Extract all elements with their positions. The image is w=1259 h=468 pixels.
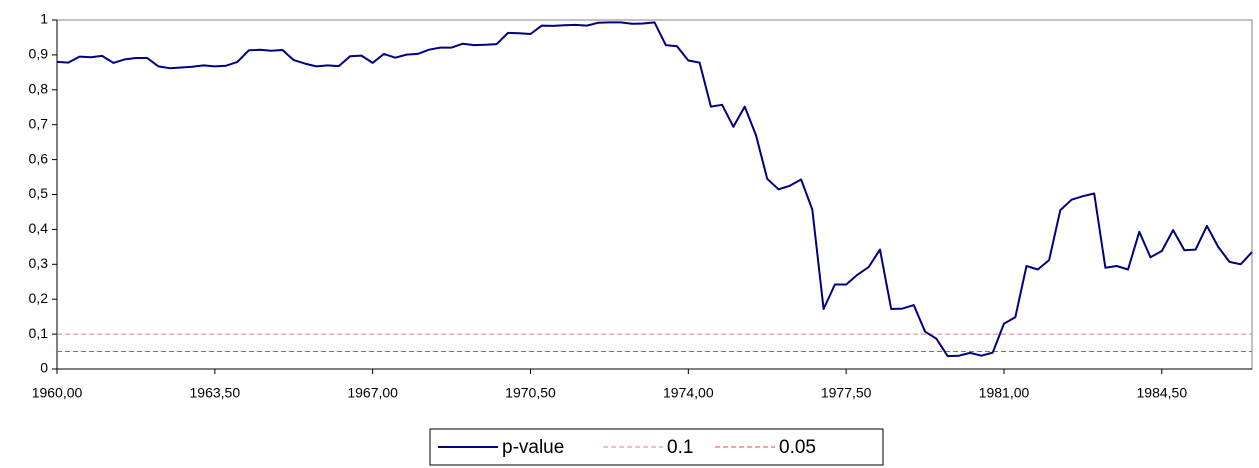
legend: p-value 0.1 0.05 [438, 437, 816, 458]
x-tick-label: 1984,50 [1137, 385, 1188, 401]
legend-label: 0.05 [779, 437, 816, 458]
y-tick-label: 0,5 [29, 185, 49, 201]
plot-frame [56, 19, 1253, 370]
legend-box [429, 428, 884, 466]
x-tick-label: 1974,00 [663, 385, 714, 401]
y-tick-label: 0,3 [29, 255, 49, 271]
x-tick-label: 1963,50 [190, 385, 241, 401]
y-tick-label: 0 [40, 360, 48, 376]
x-tick-label: 1981,00 [979, 385, 1030, 401]
x-tick-label: 1970,50 [505, 385, 556, 401]
legend-label: p-value [502, 437, 564, 458]
legend-label: 0.1 [667, 437, 693, 458]
x-tick-label: 1960,00 [32, 385, 83, 401]
x-tick-label: 1977,50 [821, 385, 872, 401]
y-tick-label: 0,6 [29, 150, 49, 166]
x-tick-label: 1967,00 [347, 385, 398, 401]
y-tick-label: 0,7 [29, 115, 49, 131]
data-line [56, 21, 1253, 358]
y-tick-label: 0,9 [29, 46, 49, 62]
y-tick-label: 0,2 [29, 290, 49, 306]
y-tick-label: 0,4 [29, 220, 49, 236]
y-tick-label: 0,8 [29, 81, 49, 97]
y-tick-label: 0,1 [29, 325, 49, 341]
y-tick-label: 1 [40, 11, 48, 27]
